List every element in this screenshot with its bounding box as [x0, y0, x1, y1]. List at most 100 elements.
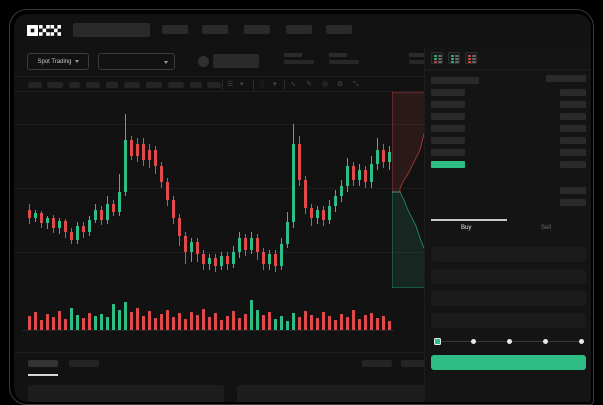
trading-pair-selector[interactable] — [98, 53, 175, 70]
orderbook-row-left-6[interactable] — [431, 149, 465, 156]
candle-body-53 — [346, 166, 349, 186]
volume-bar-27 — [190, 312, 193, 330]
slider-node-75[interactable] — [543, 338, 548, 344]
orders-card-1[interactable] — [237, 385, 433, 402]
candle-body-60 — [388, 152, 391, 162]
volume-bar-34 — [232, 311, 235, 330]
ticker-stat-value — [284, 60, 314, 64]
candle-body-2 — [40, 213, 43, 223]
orderbook-asks-icon[interactable] — [465, 52, 477, 64]
orders-tab-active-underline — [28, 374, 58, 376]
orders-action-1[interactable] — [401, 360, 431, 367]
timeframe-5[interactable] — [124, 82, 140, 88]
candle-body-15 — [118, 192, 121, 212]
orders-card-0[interactable] — [28, 385, 224, 402]
orderbook-row-left-2[interactable] — [431, 101, 465, 108]
chevron-down-icon-2[interactable]: ▾ — [273, 81, 277, 88]
chart-type-icon[interactable]: ░ — [259, 81, 264, 88]
tab-sell[interactable]: Sell — [541, 225, 552, 231]
timeframe-6[interactable] — [146, 82, 162, 88]
candle-body-57 — [370, 164, 373, 182]
nav-item-4[interactable] — [326, 25, 352, 34]
candle-body-19 — [142, 144, 145, 160]
candle-body-50 — [328, 206, 331, 220]
orderbook-row-right-9[interactable] — [560, 199, 586, 206]
slider-node-50[interactable] — [507, 338, 512, 344]
line-tool-icon[interactable]: ∿ — [290, 81, 296, 88]
orderbook-row-right-0[interactable] — [546, 75, 586, 82]
timeframe-1[interactable] — [47, 82, 63, 88]
slider-node-100[interactable] — [579, 338, 584, 344]
orderbook-row-right-1[interactable] — [560, 89, 586, 96]
orderbook-row-left-5[interactable] — [431, 137, 465, 144]
volume-bar-25 — [178, 313, 181, 330]
tab-buy[interactable]: Buy — [461, 225, 472, 231]
volume-bar-16 — [124, 302, 127, 330]
candle-body-39 — [262, 252, 265, 264]
orderbook-row-right-8[interactable] — [560, 187, 586, 194]
timeframe-0[interactable] — [28, 82, 42, 88]
order-form-field-1[interactable] — [431, 269, 586, 284]
slider-node-25[interactable] — [471, 338, 476, 344]
order-entry-panel: Buy Sell — [424, 47, 591, 402]
device-frame: Spot Trading ☰ ▾ ░ ▾ ∿ ✎ ◎ ⚙ ⤡ — [9, 9, 594, 405]
volume-bar-44 — [292, 313, 295, 330]
orderbook-row-left-1[interactable] — [431, 89, 465, 96]
orders-tab-1[interactable] — [69, 360, 99, 367]
orderbook-row-right-7[interactable] — [560, 161, 586, 168]
amount-percent-slider[interactable] — [434, 337, 586, 346]
volume-bar-21 — [154, 318, 157, 330]
orderbook-row-right-5[interactable] — [560, 137, 586, 144]
order-form-field-3[interactable] — [431, 313, 586, 328]
candle-body-40 — [268, 254, 271, 264]
nav-item-2[interactable] — [244, 25, 270, 34]
timeframe-7[interactable] — [168, 82, 184, 88]
volume-bar-0 — [28, 316, 31, 330]
order-form-field-0[interactable] — [431, 247, 586, 262]
volume-series — [22, 292, 394, 330]
fullscreen-icon[interactable]: ⤡ — [353, 81, 359, 88]
timeframe-8[interactable] — [190, 82, 202, 88]
timeframe-4[interactable] — [106, 82, 118, 88]
orderbook-row-right-2[interactable] — [560, 101, 586, 108]
chart-gridline-0 — [14, 124, 591, 125]
orderbook-row-left-3[interactable] — [431, 113, 465, 120]
nav-item-0[interactable] — [162, 25, 188, 34]
slider-handle[interactable] — [434, 337, 441, 345]
okx-logo[interactable] — [27, 25, 61, 36]
orderbook-row-left-7[interactable] — [431, 161, 465, 168]
submit-buy-button[interactable] — [431, 355, 586, 370]
indicator-icon[interactable]: ☰ — [227, 81, 234, 88]
orderbook-row-right-4[interactable] — [560, 125, 586, 132]
nav-item-3[interactable] — [286, 25, 312, 34]
settings-icon[interactable]: ⚙ — [337, 81, 344, 88]
volume-bar-15 — [118, 310, 121, 330]
candle-body-27 — [190, 242, 193, 252]
candle-body-5 — [58, 221, 61, 228]
market-type-selector[interactable]: Spot Trading — [27, 53, 89, 70]
candle-body-13 — [106, 204, 109, 220]
candle-body-49 — [322, 210, 325, 220]
timeframe-2[interactable] — [69, 82, 80, 88]
orderbook-both-icon[interactable] — [431, 52, 443, 64]
volume-bar-48 — [316, 318, 319, 330]
timeframe-9[interactable] — [207, 82, 221, 88]
candle-body-46 — [304, 180, 307, 208]
camera-icon[interactable]: ◎ — [322, 81, 329, 88]
chevron-down-icon[interactable]: ▾ — [240, 81, 244, 88]
search-input[interactable] — [73, 23, 150, 37]
orderbook-row-left-0[interactable] — [431, 77, 479, 84]
pencil-icon[interactable]: ✎ — [306, 81, 312, 88]
orders-tab-0[interactable] — [28, 360, 58, 367]
orders-action-0[interactable] — [362, 360, 392, 367]
timeframe-3[interactable] — [86, 82, 100, 88]
orderbook-bids-icon[interactable] — [448, 52, 460, 64]
volume-bar-60 — [388, 321, 391, 330]
order-form-field-2[interactable] — [431, 291, 586, 306]
orderbook-row-right-6[interactable] — [560, 149, 586, 156]
volume-bar-58 — [376, 318, 379, 330]
candle-body-17 — [130, 140, 133, 156]
nav-item-1[interactable] — [202, 25, 228, 34]
orderbook-row-left-4[interactable] — [431, 125, 465, 132]
orderbook-row-right-3[interactable] — [560, 113, 586, 120]
